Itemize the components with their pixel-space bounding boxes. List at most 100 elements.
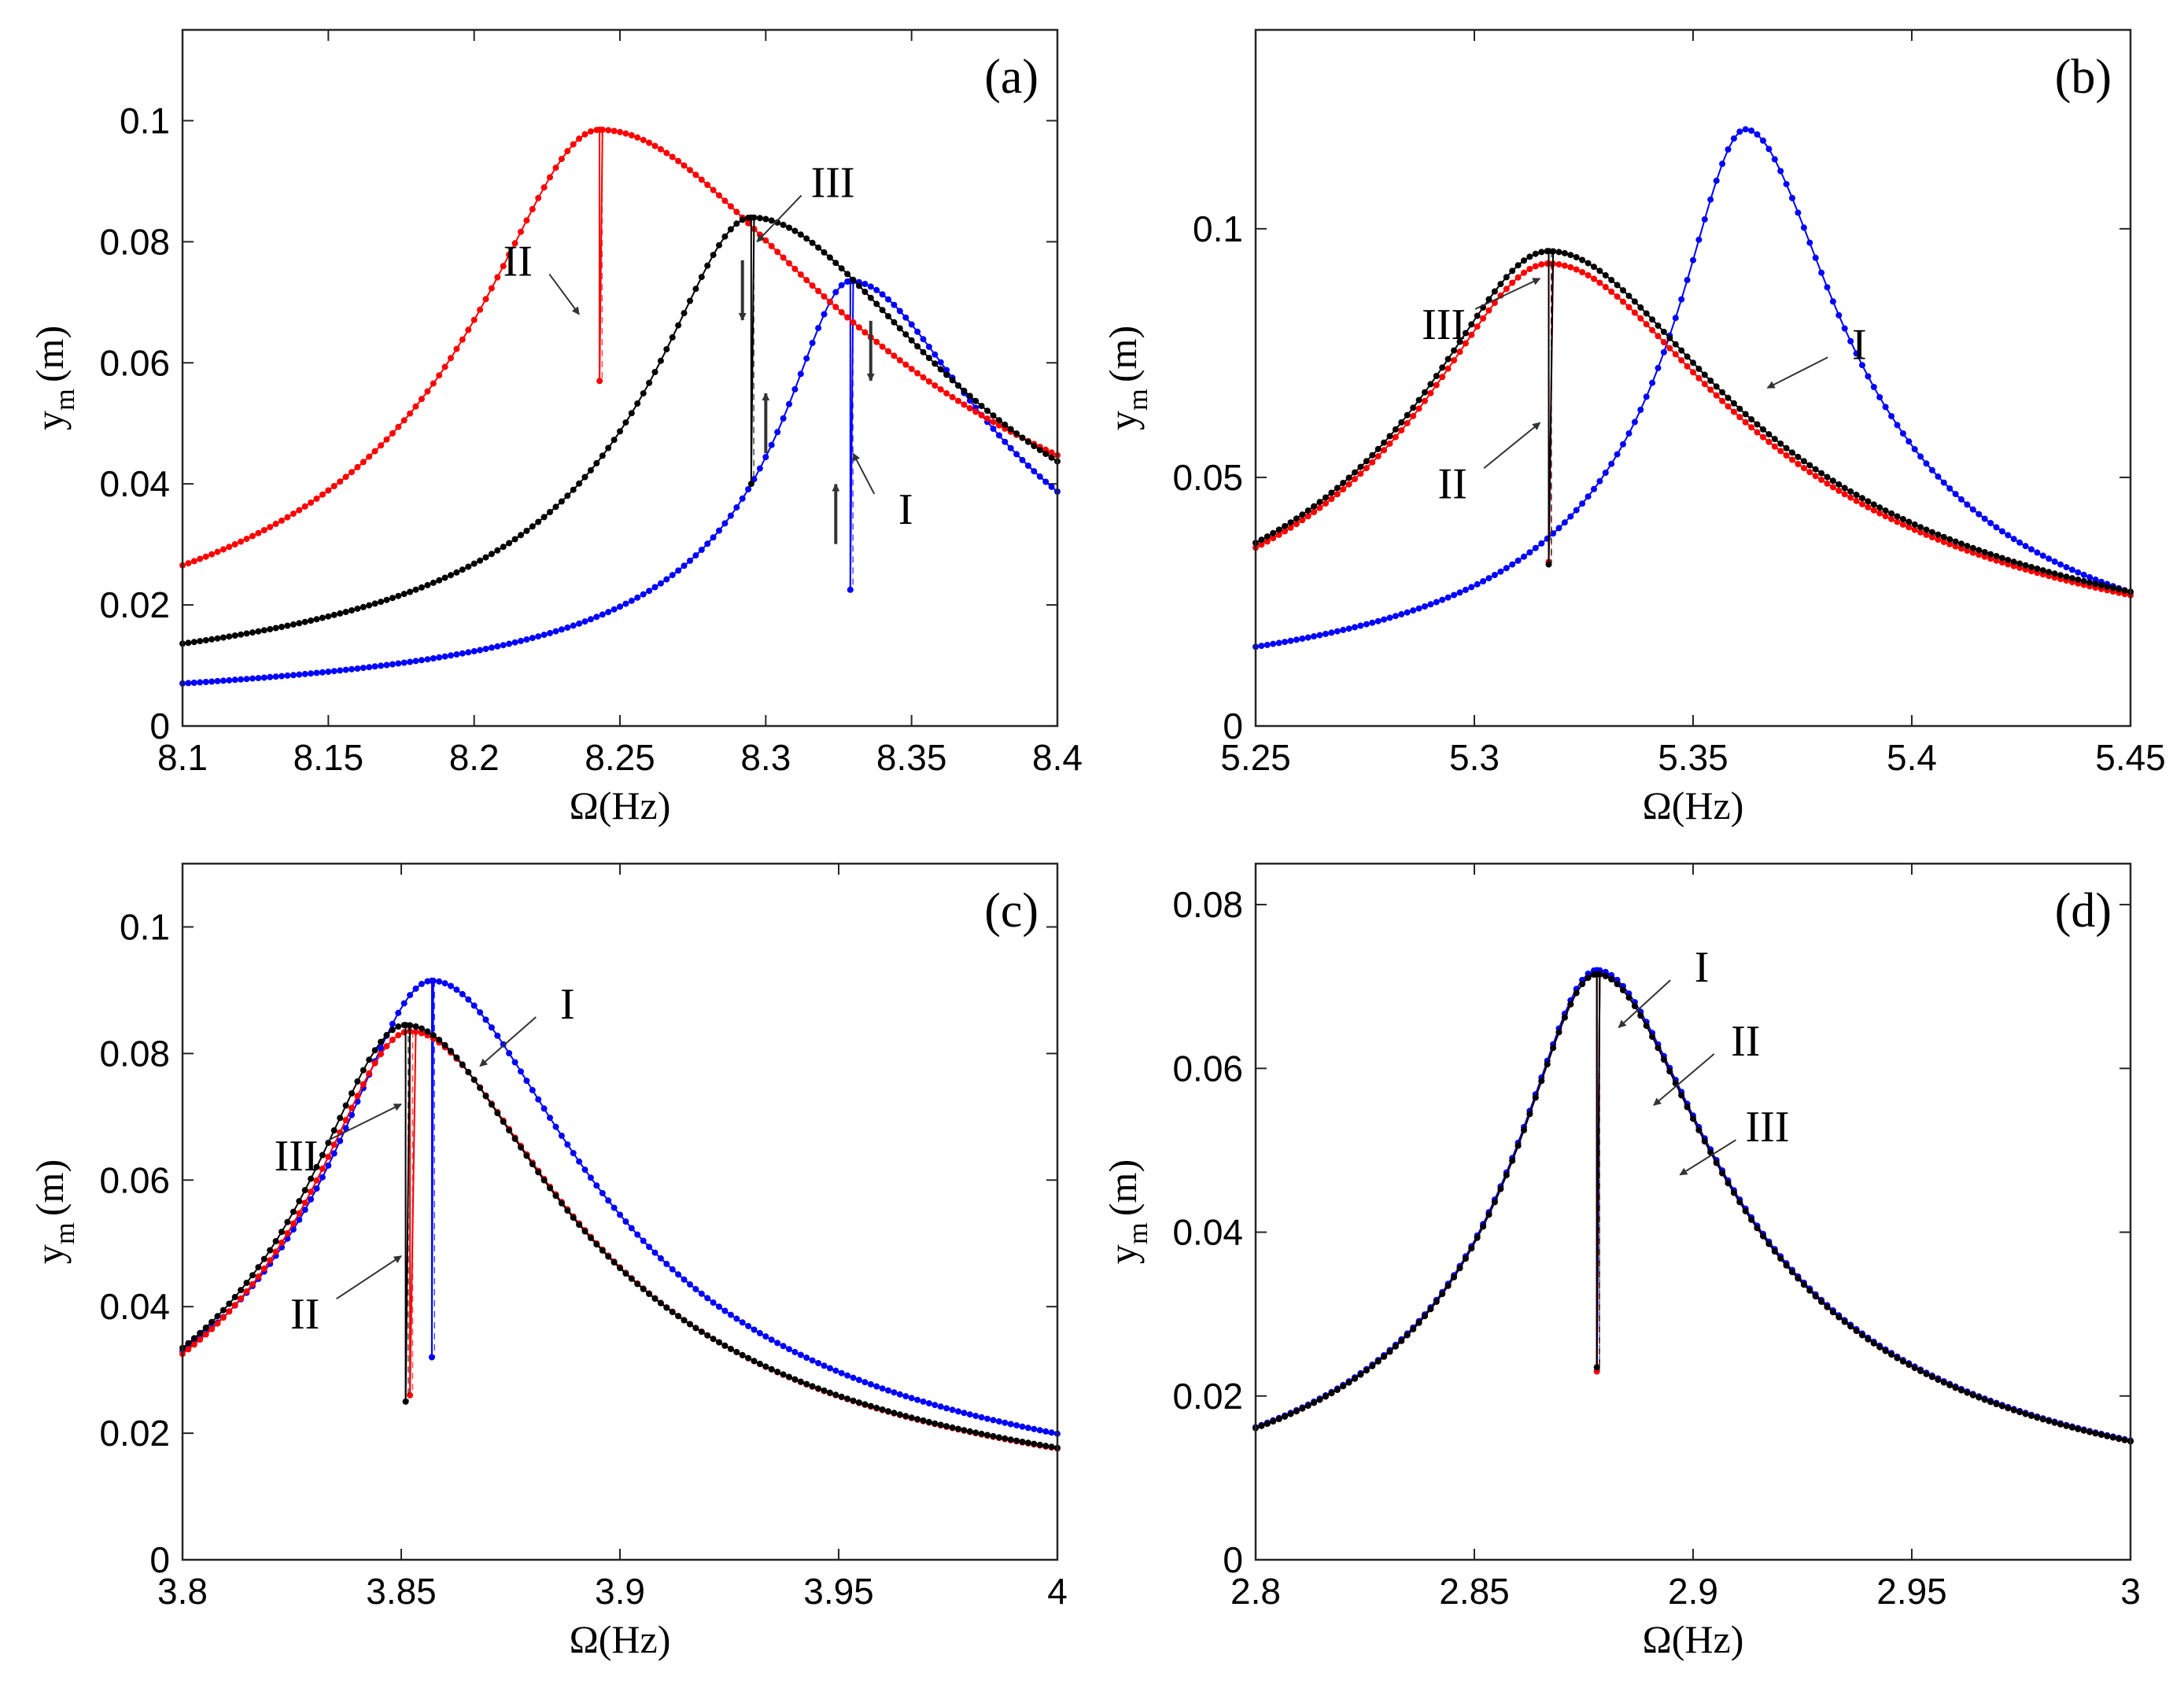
data-point-I — [1311, 633, 1318, 639]
y-tick-label: 0.02 — [1172, 1376, 1243, 1417]
data-point-III — [1538, 1078, 1545, 1085]
data-point-I — [2034, 549, 2041, 556]
y-tick-label: 0 — [149, 706, 170, 746]
panel-label: (b) — [2055, 50, 2112, 104]
data-point-I — [342, 1125, 349, 1132]
series-line-I — [1255, 128, 2131, 648]
data-point-III — [879, 1406, 886, 1413]
y-tick-label: 0.05 — [1172, 457, 1243, 498]
data-point-II — [908, 366, 915, 373]
data-point-I — [2028, 546, 2035, 553]
data-point-III — [249, 629, 256, 636]
data-point-I — [751, 476, 758, 483]
data-point-II — [319, 1165, 326, 1172]
data-point-III — [1258, 536, 1265, 544]
data-point-III — [238, 1287, 245, 1294]
data-point-II — [418, 1030, 425, 1037]
data-point-III — [984, 407, 991, 415]
data-point-III — [995, 1434, 1002, 1441]
series-I — [1252, 126, 2134, 650]
data-point-II — [803, 277, 810, 284]
data-point-III — [1340, 480, 1347, 486]
data-point-III — [366, 602, 373, 609]
data-point-I — [803, 355, 810, 362]
data-point-II — [1707, 386, 1714, 393]
data-point-II — [1649, 326, 1656, 334]
data-point-I — [1748, 127, 1755, 135]
data-point-II — [1532, 263, 1539, 270]
data-point-I — [400, 1000, 408, 1007]
data-point-I — [1048, 1429, 1055, 1436]
data-point-I — [448, 652, 454, 659]
data-point-II — [214, 548, 221, 555]
data-point-III — [780, 1371, 787, 1378]
y-axis-label-symbol: y — [28, 1244, 72, 1264]
y-axis-label-subscript: m — [49, 1222, 80, 1244]
data-point-I — [599, 1189, 606, 1196]
data-point-I — [908, 1395, 915, 1402]
panel-d: 2.8 2.85 2.9 2.95 3 0 0.02 0.04 0.06 0.08 Ω(Hz) ym (… — [1101, 862, 2141, 1661]
data-point-I — [412, 985, 419, 992]
data-point-I — [1485, 575, 1492, 582]
panel-label: (c) — [984, 884, 1039, 938]
data-point-III — [932, 1420, 939, 1427]
data-point-I — [1976, 510, 1983, 518]
data-point-II — [821, 293, 828, 300]
data-point-I — [1415, 605, 1422, 612]
data-point-I — [428, 1354, 435, 1361]
data-point-III — [687, 1321, 693, 1328]
data-point-I — [1328, 629, 1335, 636]
data-point-II — [296, 507, 303, 514]
x-tick-label: 2.85 — [1439, 1571, 1510, 1612]
data-point-I — [436, 978, 443, 985]
data-point-I — [745, 486, 752, 492]
data-point-I — [1293, 636, 1300, 643]
data-point-III — [1514, 1142, 1522, 1149]
data-point-II — [1876, 510, 1883, 517]
data-point-I — [1824, 284, 1831, 291]
data-point-III — [605, 1253, 612, 1260]
data-point-I — [1725, 146, 1732, 153]
data-point-III — [383, 1032, 390, 1038]
data-point-III — [599, 1247, 606, 1254]
data-point-III — [1374, 445, 1382, 452]
data-point-III — [978, 1430, 985, 1437]
data-point-III — [1882, 507, 1889, 514]
data-point-I — [1719, 160, 1726, 168]
data-point-I — [564, 1141, 571, 1148]
data-point-I — [1853, 350, 1860, 357]
data-point-II — [272, 1248, 279, 1255]
data-point-III — [330, 611, 338, 618]
data-point-I — [972, 1413, 979, 1420]
x-tick-label: 3.8 — [157, 1571, 208, 1612]
data-point-I — [1736, 128, 1743, 135]
series-line-lower-III — [1596, 973, 2131, 1443]
data-point-III — [1631, 1003, 1638, 1009]
data-point-III — [243, 1279, 250, 1286]
data-point-I — [751, 1326, 758, 1333]
data-point-III — [747, 481, 754, 488]
data-point-II — [197, 1336, 204, 1343]
data-point-III — [1491, 1199, 1498, 1206]
data-point-II — [949, 393, 956, 400]
data-point-II — [1048, 449, 1055, 456]
annotation-arrow — [1679, 1139, 1737, 1176]
data-point-I — [535, 633, 542, 640]
data-point-I — [220, 677, 227, 684]
data-point-II — [1742, 418, 1749, 426]
data-point-II — [354, 463, 361, 470]
data-point-I — [762, 454, 769, 461]
data-point-III — [599, 452, 606, 459]
data-point-II — [2010, 562, 2017, 569]
data-point-I — [704, 1295, 711, 1302]
data-point-III — [570, 486, 577, 493]
data-point-I — [815, 1360, 822, 1366]
data-point-III — [1894, 513, 1901, 520]
data-point-III — [1800, 1281, 1807, 1288]
data-point-II — [360, 459, 367, 466]
annotation-label: III — [275, 1132, 319, 1181]
data-point-II — [453, 345, 460, 352]
data-point-II — [1503, 286, 1510, 293]
data-point-I — [617, 603, 623, 610]
